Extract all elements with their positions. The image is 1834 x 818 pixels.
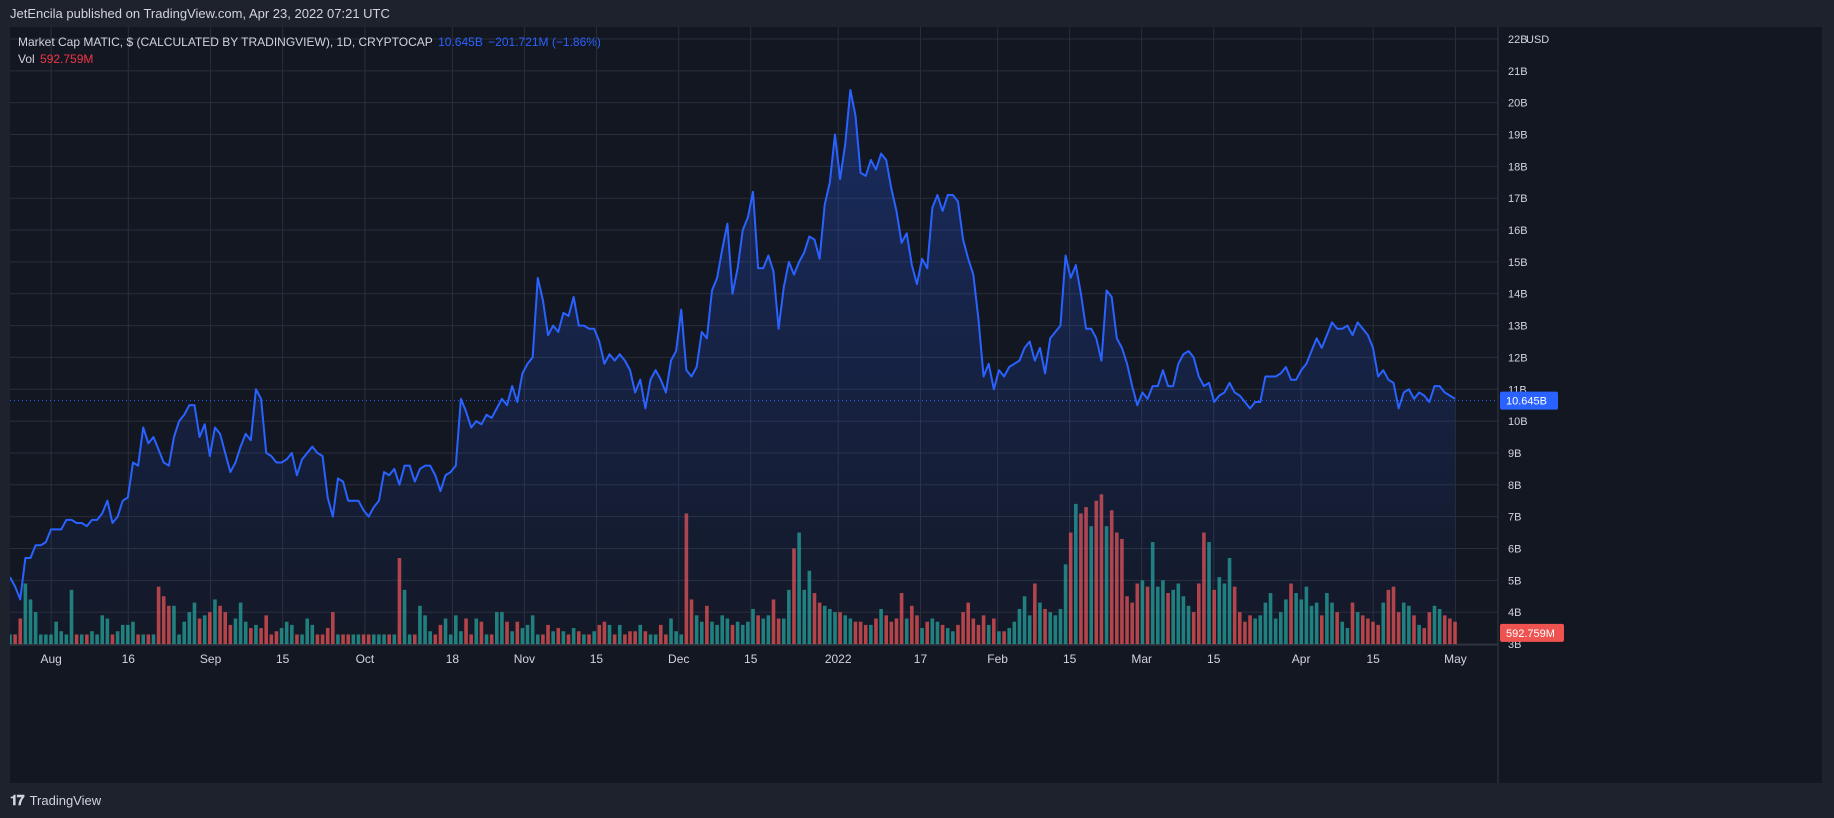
x-tick-label: May — [1444, 652, 1467, 666]
chart-area[interactable]: 3B 4B 5B 6B 7B 8B 9B 10B 11B 12B 13B 14B 15B 16B 17B 18… — [10, 27, 1822, 783]
x-tick-label: Mar — [1131, 652, 1152, 666]
currency-label: USD — [1526, 34, 1549, 46]
volume-label: 592.759M — [1506, 628, 1555, 640]
y-tick-label: 17B — [1508, 193, 1528, 205]
legend-main-row: Market Cap MATIC, $ (CALCULATED BY TRADI… — [18, 34, 603, 51]
last-price-badge — [1500, 391, 1558, 410]
x-tick-label: Feb — [987, 652, 1008, 666]
x-tick-label: Oct — [356, 652, 375, 666]
x-tick-label: Apr — [1292, 652, 1311, 666]
last-value: 10.645B — [438, 35, 483, 49]
symbol-title: Market Cap MATIC, $ (CALCULATED BY TRADI… — [18, 35, 433, 49]
y-tick-label: 7B — [1508, 512, 1521, 524]
tradingview-logo-icon: 𝟏𝟕 — [10, 792, 25, 808]
y-tick-label: 13B — [1508, 321, 1528, 333]
y-tick-label: 5B — [1508, 575, 1521, 587]
vol-value: 592.759M — [40, 52, 94, 66]
last-price-label: 10.645B — [1506, 396, 1547, 408]
y-tick-label: 8B — [1508, 480, 1521, 492]
market-cap-area — [10, 89, 1455, 645]
x-tick-label: Aug — [40, 652, 61, 666]
x-tick-label: 15 — [276, 652, 290, 666]
x-tick-label: 15 — [1063, 652, 1077, 666]
y-tick-label: 10B — [1508, 416, 1528, 428]
x-tick-label: 16 — [122, 652, 136, 666]
volume-badge — [1500, 623, 1564, 642]
x-tick-label: 15 — [744, 652, 758, 666]
y-tick-label: 12B — [1508, 352, 1528, 364]
y-tick-label: 4B — [1508, 607, 1521, 619]
y-tick-label: 15B — [1508, 257, 1528, 269]
x-tick-label: 18 — [446, 652, 460, 666]
x-tick-label: 15 — [590, 652, 604, 666]
y-tick-label: 9B — [1508, 448, 1521, 460]
legend-vol-row: Vol 592.759M — [18, 51, 603, 68]
chart-legend: Market Cap MATIC, $ (CALCULATED BY TRADI… — [18, 34, 603, 68]
footer-brand[interactable]: 𝟏𝟕 TradingView — [10, 792, 101, 809]
x-tick-label: 17 — [914, 652, 928, 666]
x-tick-label: Nov — [514, 652, 535, 666]
x-tick-label: Sep — [200, 652, 222, 666]
y-tick-label: 16B — [1508, 225, 1528, 237]
x-tick-label: Dec — [668, 652, 689, 666]
y-tick-label: 19B — [1508, 130, 1528, 142]
market-cap-line — [10, 88, 1456, 601]
y-tick-label: 6B — [1508, 543, 1521, 555]
y-tick-label: 20B — [1508, 98, 1528, 110]
y-tick-label: 14B — [1508, 289, 1528, 301]
x-tick-label: 2022 — [825, 652, 852, 666]
vol-label: Vol — [18, 52, 35, 66]
market-cap-chart[interactable]: 3B4B5B6B7B8B9B10B11B12B13B14B15B16B17B18… — [10, 27, 1822, 783]
published-info: JetEncila published on TradingView.com, … — [10, 6, 390, 21]
y-tick-label: 21B — [1508, 66, 1528, 78]
y-tick-label: 3B — [1508, 639, 1521, 651]
x-tick-label: 15 — [1366, 652, 1380, 666]
brand-name: TradingView — [29, 793, 102, 808]
y-tick-label: 22B — [1508, 34, 1528, 46]
x-tick-label: 15 — [1207, 652, 1221, 666]
y-tick-label: 18B — [1508, 161, 1528, 173]
change-value: −201.721M (−1.86%) — [488, 35, 601, 49]
